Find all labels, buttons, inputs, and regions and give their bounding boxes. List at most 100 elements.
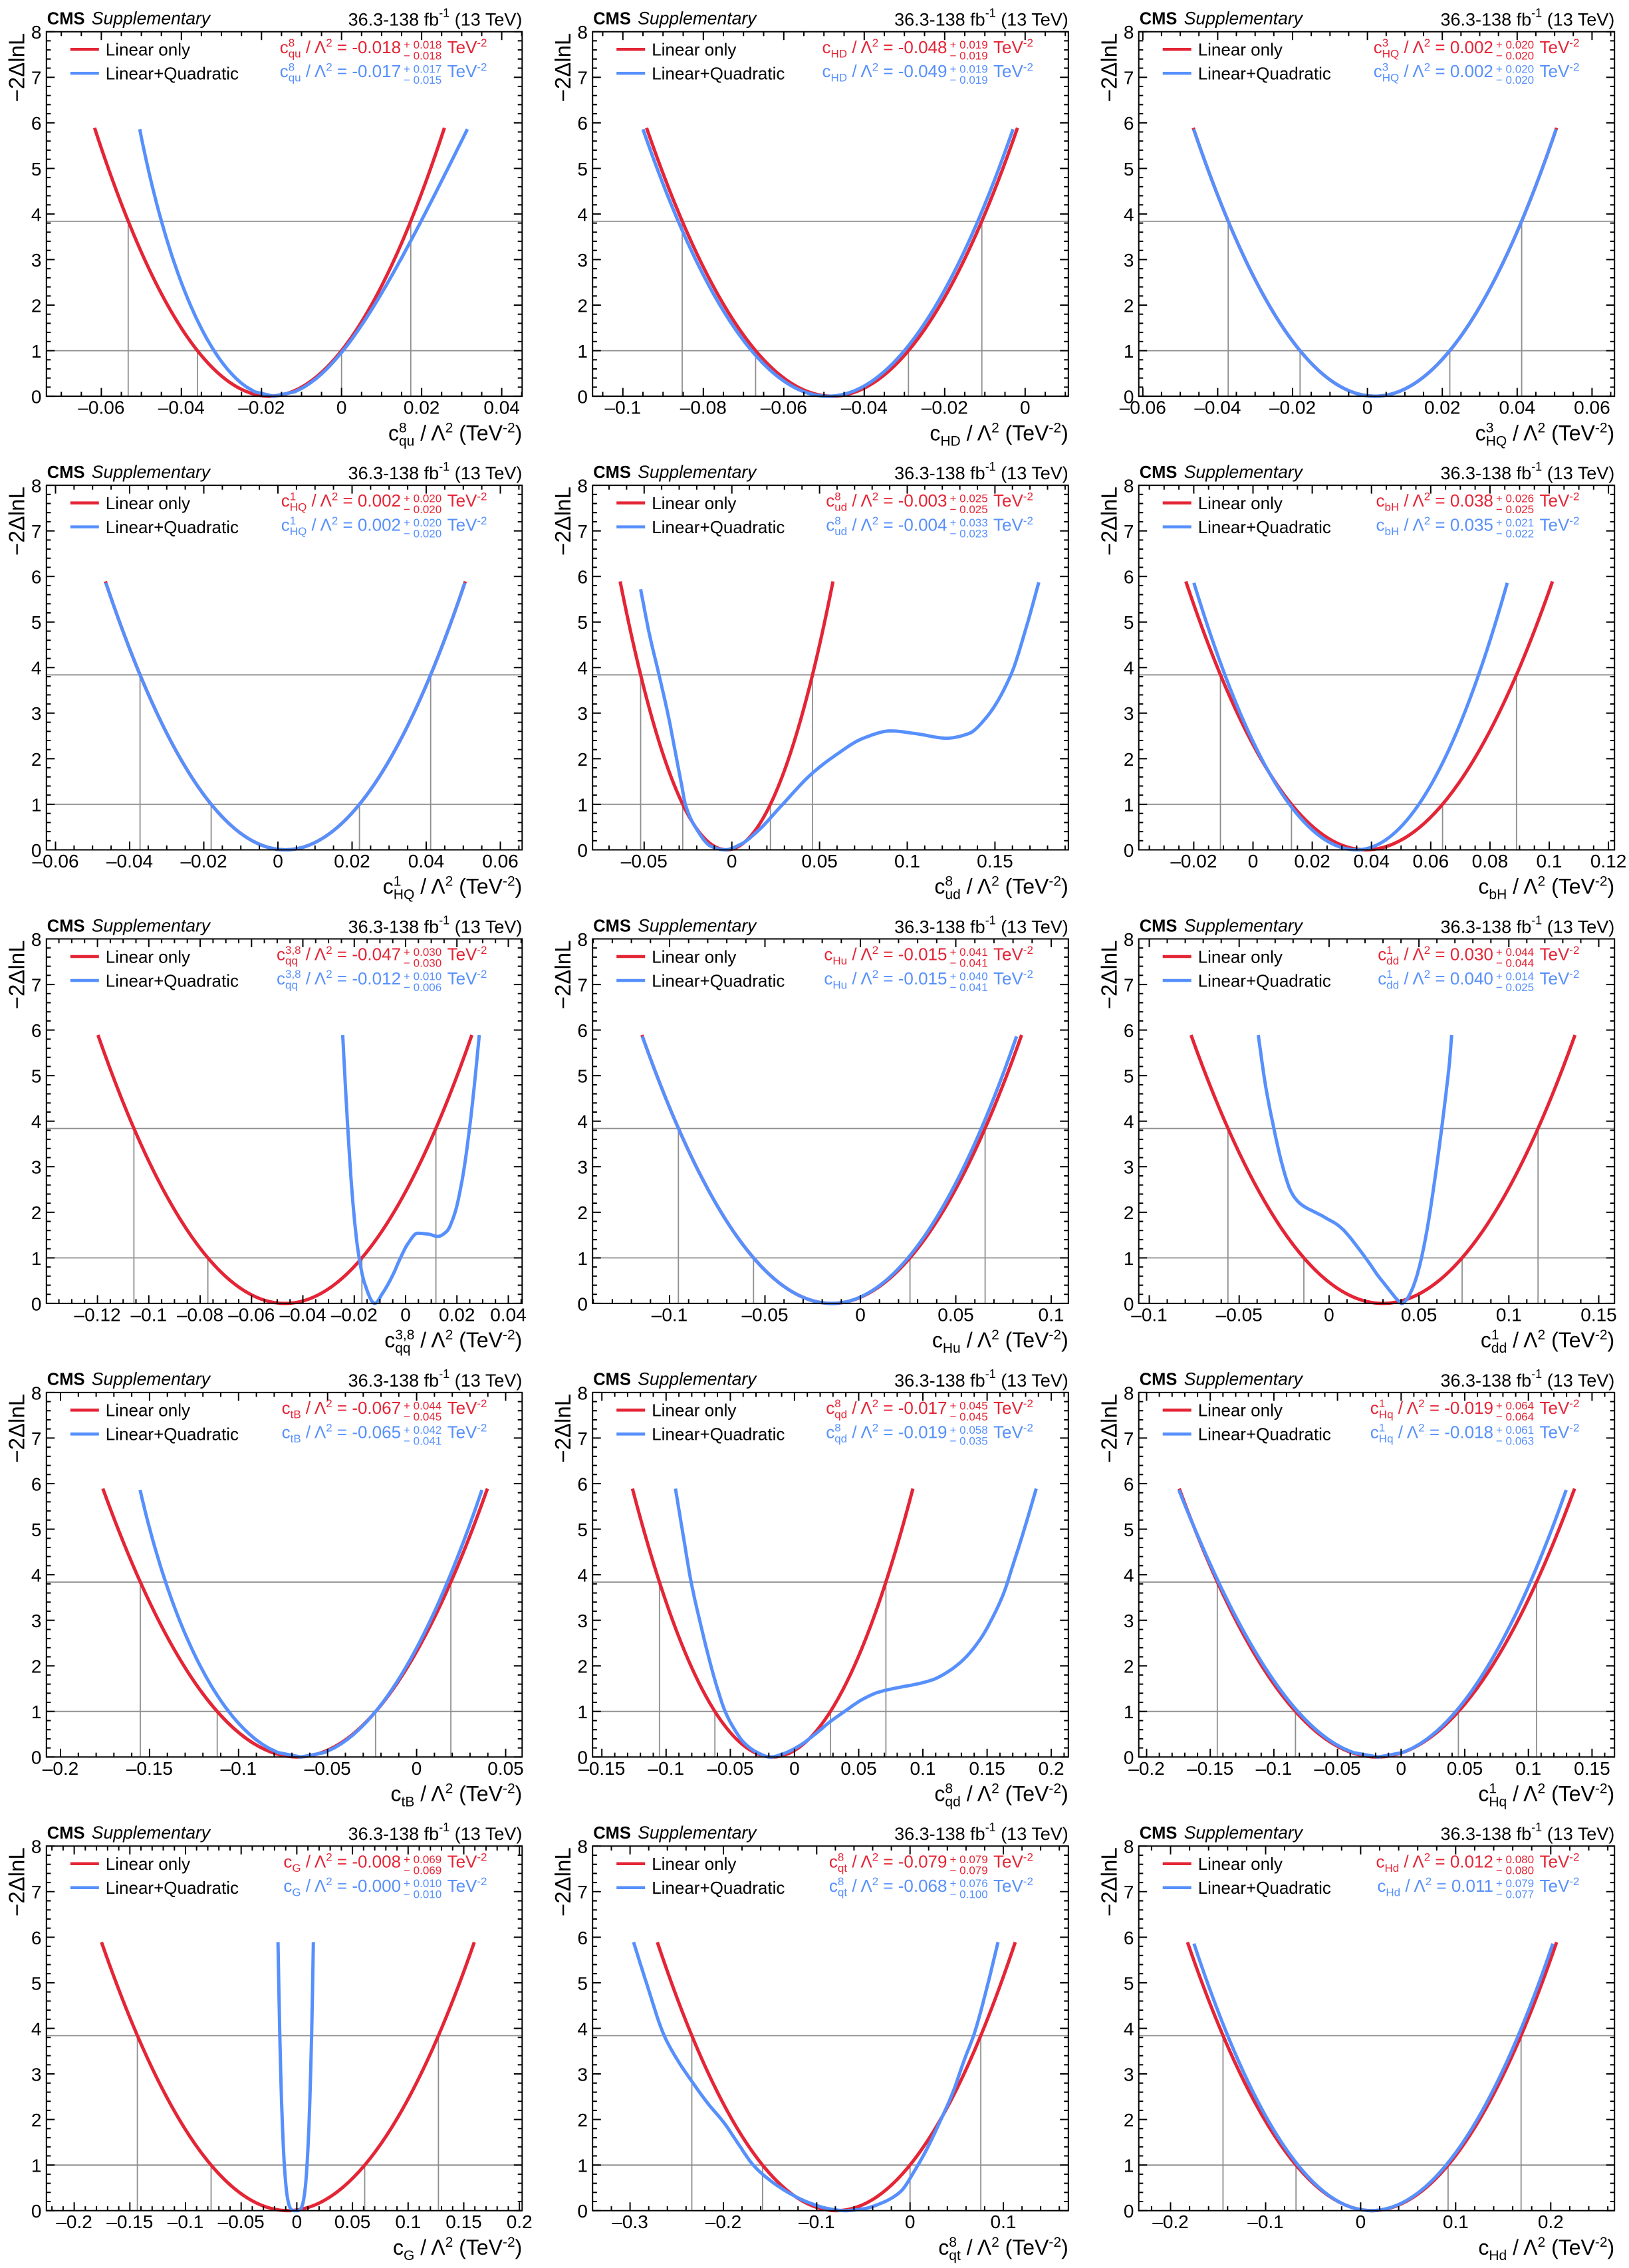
svg-text:Linear+Quadratic: Linear+Quadratic [652, 970, 785, 990]
svg-text:4: 4 [577, 2019, 588, 2039]
svg-text:− 0.035: − 0.035 [950, 1434, 988, 1447]
svg-text:0: 0 [1324, 1304, 1334, 1325]
svg-text:TeV: TeV [993, 491, 1023, 510]
svg-text:2: 2 [1124, 295, 1134, 316]
svg-text:36.3-138 fb: 36.3-138 fb [1441, 463, 1532, 483]
svg-text:–0.02: –0.02 [1269, 397, 1316, 418]
svg-text:8: 8 [838, 1875, 844, 1888]
svg-text:2: 2 [326, 61, 332, 74]
svg-text:2: 2 [1538, 1781, 1546, 1797]
svg-text:0.12: 0.12 [1590, 851, 1627, 871]
svg-text:1: 1 [1124, 794, 1134, 815]
svg-text:TeV: TeV [993, 1422, 1023, 1442]
svg-text:CMS: CMS [1140, 917, 1178, 935]
svg-text:/ Λ: / Λ [847, 1876, 872, 1896]
svg-text:0.1: 0.1 [1515, 1758, 1541, 1779]
svg-text:2: 2 [1424, 944, 1430, 957]
svg-text:TeV: TeV [447, 515, 477, 535]
svg-text:2: 2 [872, 514, 878, 527]
svg-text:–0.15: –0.15 [126, 1758, 173, 1779]
svg-text:0.2: 0.2 [1039, 1758, 1065, 1779]
svg-text:7: 7 [31, 521, 42, 542]
svg-text:Linear+Quadratic: Linear+Quadratic [652, 1424, 785, 1444]
svg-text:4: 4 [577, 658, 588, 679]
svg-text:36.3-138 fb: 36.3-138 fb [348, 463, 439, 483]
svg-text:2: 2 [445, 2235, 453, 2250]
svg-text:c: c [824, 968, 832, 988]
svg-text:3: 3 [31, 1611, 42, 1631]
svg-text:−2ΔlnL: −2ΔlnL [551, 487, 575, 556]
svg-text:c: c [826, 1398, 834, 1418]
svg-text:4: 4 [1124, 1565, 1134, 1586]
svg-text:7: 7 [577, 68, 588, 88]
svg-text:c: c [826, 491, 834, 510]
svg-text:/ Λ: / Λ [301, 968, 326, 988]
svg-text:-2: -2 [477, 61, 487, 74]
svg-text:2: 2 [1124, 2110, 1134, 2130]
svg-text:= -0.079: = -0.079 [878, 1851, 947, 1871]
svg-text:c: c [829, 1851, 838, 1871]
svg-text:− 0.064: − 0.064 [1496, 1411, 1534, 1423]
svg-text:5: 5 [1124, 612, 1134, 633]
svg-text:-2: -2 [503, 1781, 515, 1797]
svg-text:(TeV: (TeV [999, 1328, 1049, 1352]
svg-text:G: G [292, 1862, 301, 1874]
svg-text:7: 7 [577, 1428, 588, 1449]
svg-text:TeV: TeV [447, 1876, 477, 1896]
svg-text:5: 5 [31, 612, 42, 633]
svg-text:CMS: CMS [593, 463, 631, 482]
svg-text:–0.2: –0.2 [1152, 2211, 1189, 2232]
svg-text:TeV: TeV [1540, 1851, 1570, 1871]
svg-text:c: c [283, 1876, 292, 1896]
svg-text:0.06: 0.06 [1413, 851, 1449, 871]
svg-text:Linear only: Linear only [1198, 40, 1283, 60]
svg-text:(13 TeV): (13 TeV) [1542, 10, 1614, 30]
svg-text:2: 2 [577, 295, 588, 316]
svg-text:CMS: CMS [593, 917, 631, 935]
svg-text:7: 7 [577, 1882, 588, 1902]
svg-text:c: c [282, 1398, 291, 1418]
svg-text:− 0.023: − 0.023 [950, 528, 988, 540]
svg-text:36.3-138 fb: 36.3-138 fb [894, 10, 985, 30]
svg-text:2: 2 [326, 944, 332, 957]
svg-text:−2ΔlnL: −2ΔlnL [5, 1847, 29, 1916]
svg-text:Linear+Quadratic: Linear+Quadratic [652, 64, 785, 84]
svg-text:0: 0 [31, 2201, 42, 2221]
svg-text:qq: qq [285, 979, 298, 992]
svg-text:−2ΔlnL: −2ΔlnL [1096, 33, 1121, 102]
svg-text:0: 0 [577, 1748, 588, 1768]
svg-text:1: 1 [31, 2156, 42, 2176]
svg-text:TeV: TeV [1540, 968, 1570, 988]
svg-text:0.1: 0.1 [1496, 1304, 1522, 1325]
svg-text:5: 5 [31, 159, 42, 179]
svg-text:CMS: CMS [593, 1824, 631, 1843]
svg-text:1: 1 [1379, 1422, 1385, 1434]
svg-text:− 0.069: − 0.069 [404, 1864, 441, 1876]
svg-text:3: 3 [577, 1611, 588, 1631]
svg-text:2: 2 [326, 1875, 332, 1888]
svg-text:-2: -2 [477, 944, 487, 957]
svg-text:7: 7 [1124, 975, 1134, 996]
svg-text:1: 1 [577, 341, 588, 362]
svg-text:c: c [281, 515, 290, 535]
svg-text:TeV: TeV [993, 945, 1023, 964]
svg-text:Linear+Quadratic: Linear+Quadratic [106, 970, 239, 990]
svg-text:0.1: 0.1 [910, 1758, 936, 1779]
svg-text:0.06: 0.06 [482, 851, 519, 871]
svg-text:+ 0.069: + 0.069 [404, 1853, 441, 1866]
svg-text:-2: -2 [1569, 491, 1579, 503]
svg-text:): ) [515, 875, 523, 899]
svg-text:c: c [826, 515, 834, 535]
svg-text:− 0.022: − 0.022 [1496, 528, 1534, 540]
svg-text:0: 0 [1356, 2211, 1366, 2232]
svg-text:7: 7 [31, 68, 42, 88]
svg-text:= 0.002: = 0.002 [1430, 61, 1493, 81]
svg-text:6: 6 [1124, 1928, 1134, 1948]
svg-text:3: 3 [577, 250, 588, 271]
svg-text:0: 0 [577, 840, 588, 861]
svg-text:8: 8 [577, 476, 588, 497]
svg-text:= -0.008: = -0.008 [332, 1851, 401, 1871]
svg-text:+ 0.014: + 0.014 [1496, 970, 1534, 982]
svg-text:Supplementary: Supplementary [92, 915, 211, 935]
svg-text:−2ΔlnL: −2ΔlnL [551, 1847, 575, 1916]
